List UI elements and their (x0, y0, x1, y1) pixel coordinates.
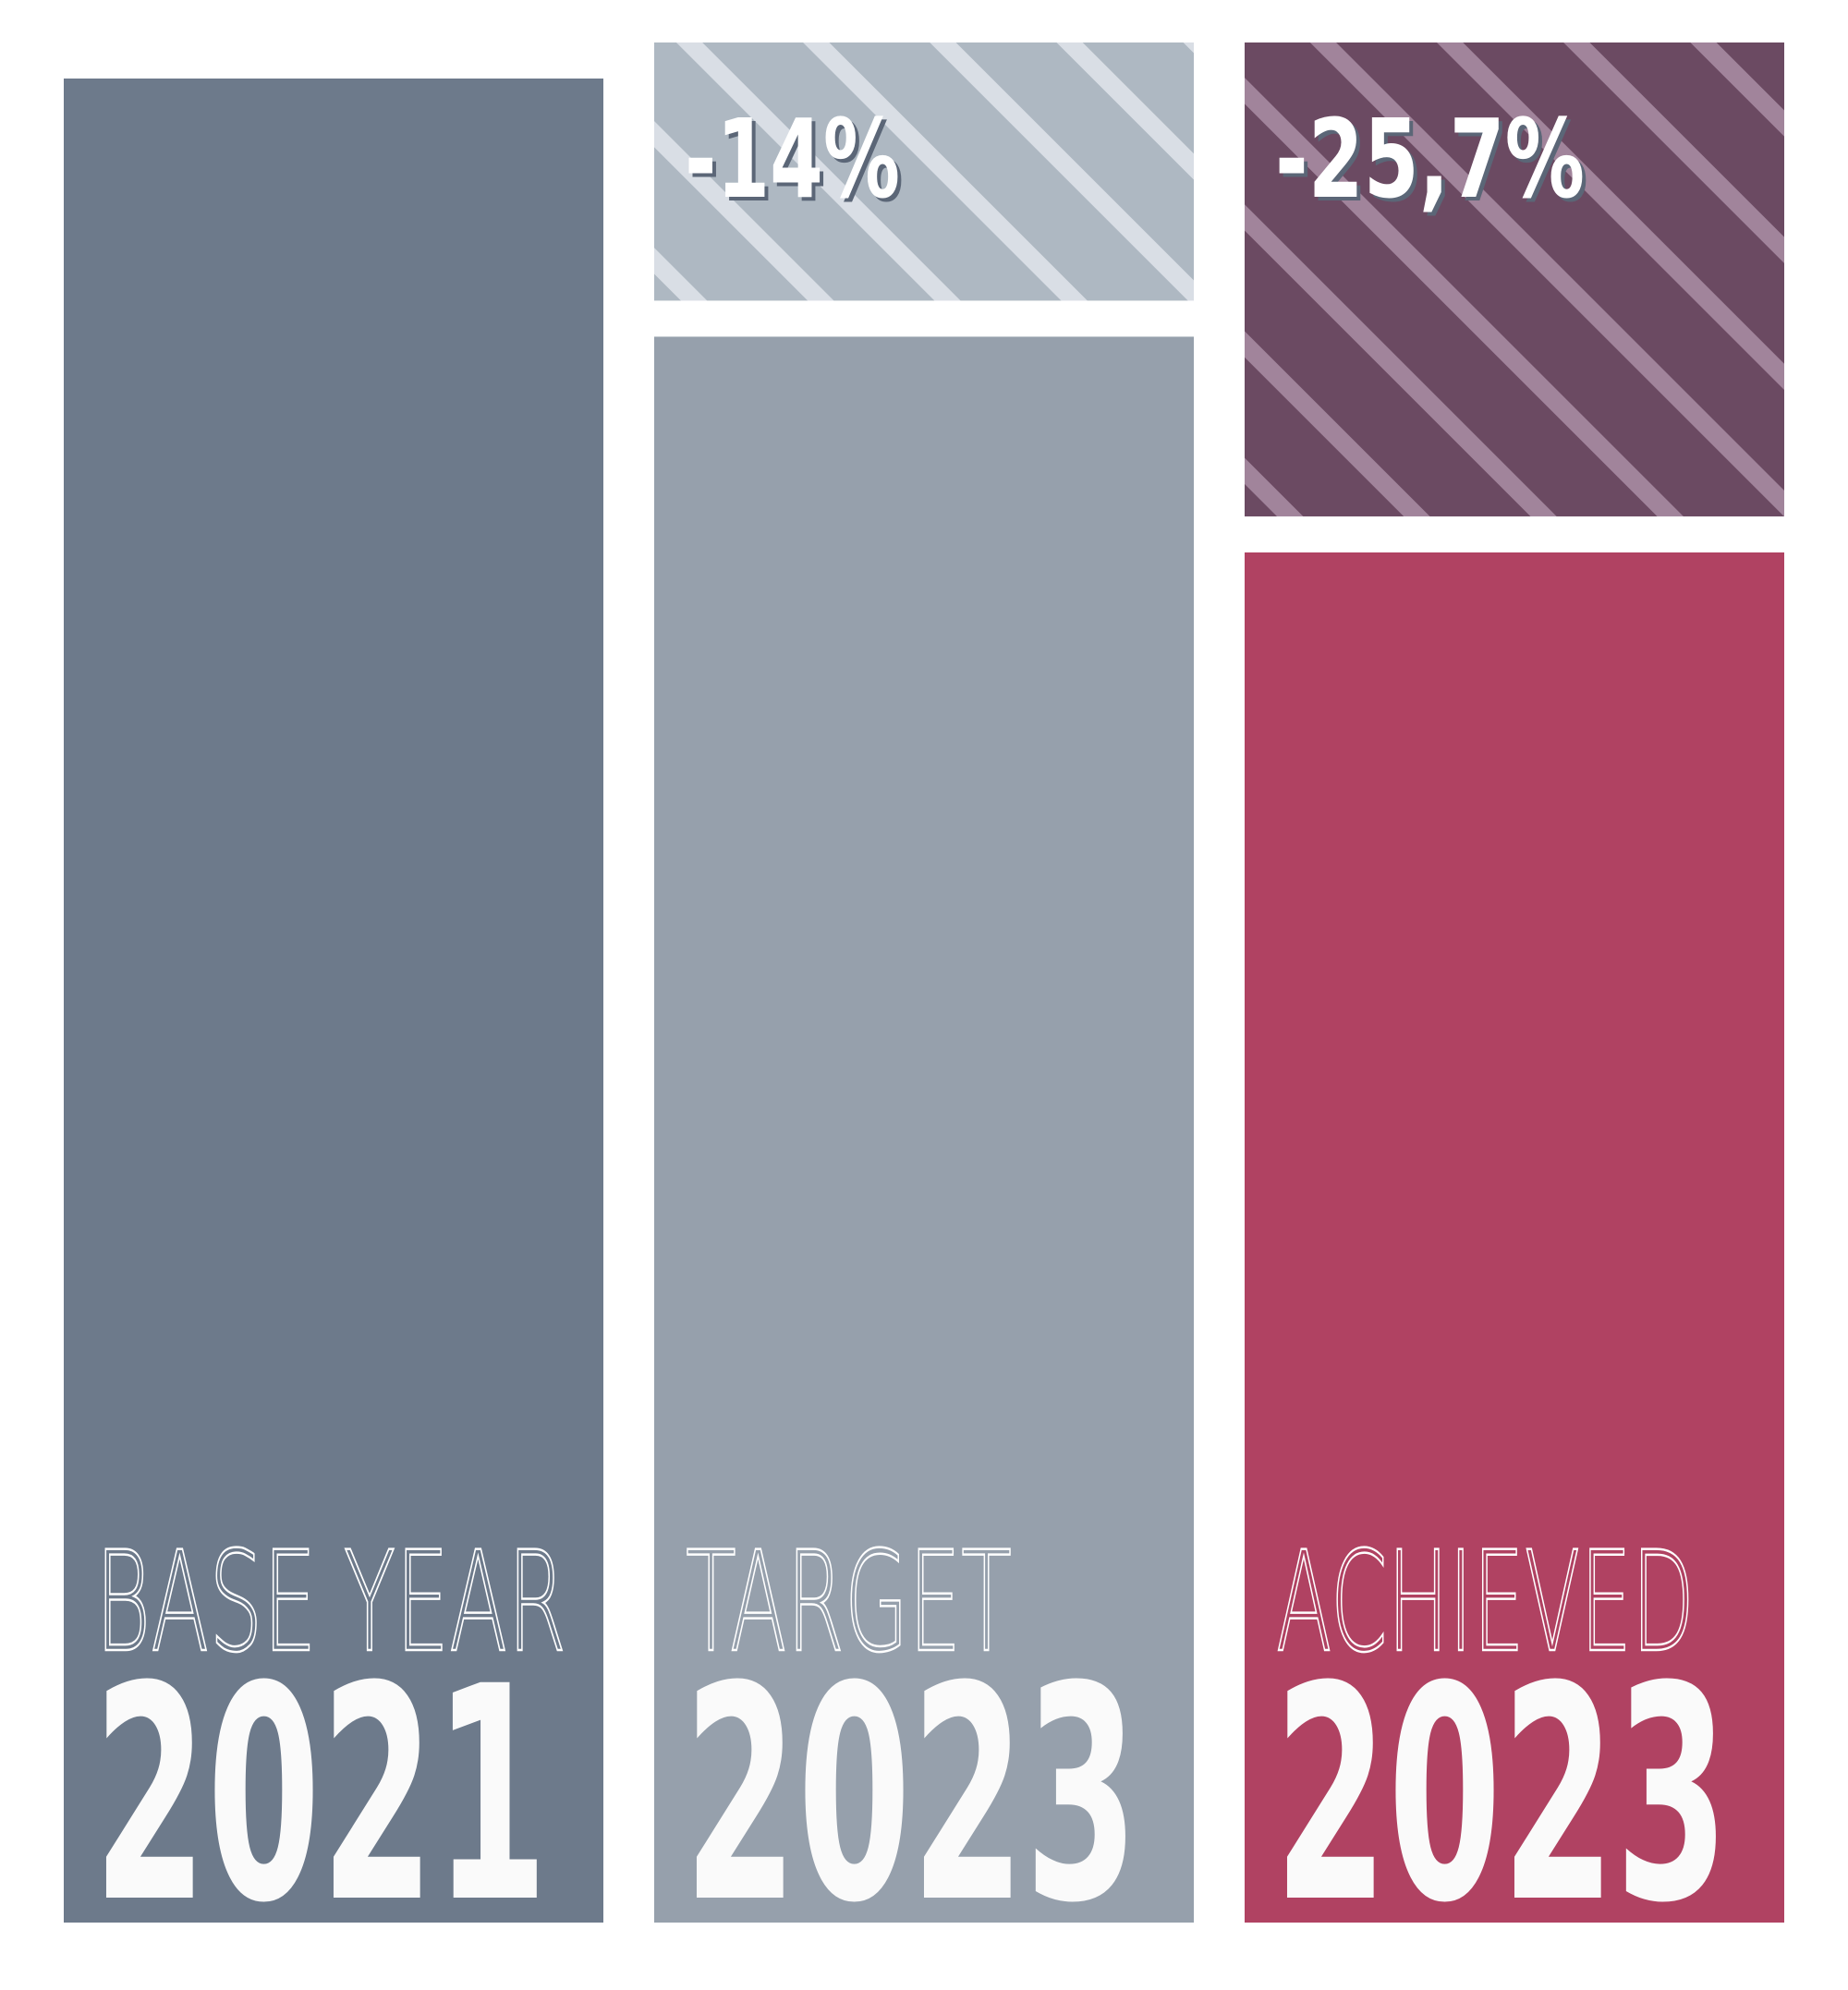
year-label: 2023 (684, 1624, 1138, 1968)
reduction-label: -25,7% (1275, 95, 1585, 223)
bar (64, 79, 603, 1923)
year-label: 2021 (93, 1624, 548, 1968)
bar (1245, 552, 1784, 1923)
category-label: ACHIEVED (1276, 1523, 1695, 1683)
reduction-label: -14% (685, 95, 900, 223)
bar (654, 336, 1194, 1923)
year-label: 2023 (1274, 1624, 1729, 1968)
reduction-bar (1245, 42, 1784, 516)
reduction-bar (654, 42, 1194, 301)
category-label: BASE YEAR (95, 1523, 566, 1683)
category-label: TARGET (686, 1523, 1012, 1683)
